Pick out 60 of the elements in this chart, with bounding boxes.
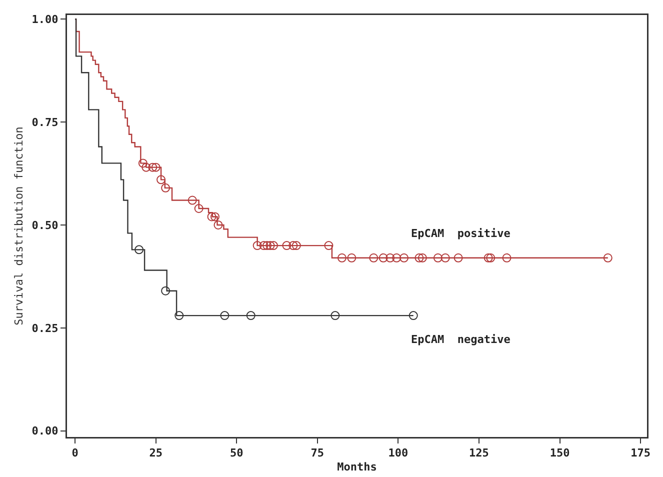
point	[161, 183, 170, 192]
point	[161, 286, 170, 296]
y-tick-label: 0.25	[32, 322, 58, 335]
point	[194, 204, 204, 213]
point	[414, 253, 424, 262]
point	[262, 241, 272, 250]
point	[484, 253, 493, 262]
point	[156, 175, 166, 184]
x-tick-label: 100	[388, 446, 408, 460]
point	[268, 241, 278, 250]
x-tick-label: 150	[550, 446, 570, 460]
series-label: EpCAM negative	[411, 333, 511, 346]
point	[220, 311, 230, 320]
point	[207, 212, 216, 222]
series-label: EpCAM positive	[411, 227, 511, 240]
point	[337, 253, 346, 262]
point	[282, 241, 292, 250]
point	[433, 253, 442, 262]
point	[418, 253, 427, 262]
point	[138, 158, 148, 168]
point	[246, 311, 256, 320]
point	[347, 253, 356, 262]
point	[454, 253, 463, 262]
point	[134, 245, 144, 254]
point	[386, 253, 395, 262]
point	[188, 196, 197, 205]
x-tick-label: 25	[149, 446, 162, 460]
point	[292, 241, 301, 250]
point	[486, 253, 496, 262]
point	[252, 241, 262, 250]
x-tick-label: 50	[230, 446, 244, 460]
point	[288, 241, 298, 250]
point	[266, 241, 275, 250]
point	[259, 241, 268, 250]
point	[378, 253, 388, 262]
y-tick-label: 1.00	[32, 12, 58, 26]
x-tick-label: 175	[630, 446, 650, 460]
x-tick-label: 75	[310, 446, 324, 460]
point	[369, 253, 378, 262]
point	[214, 220, 223, 230]
point	[210, 212, 220, 222]
point	[392, 253, 402, 262]
y-axis-title: Survival distribution function	[12, 126, 26, 326]
point	[148, 162, 158, 172]
x-tick-label: 0	[72, 446, 78, 460]
x-tick-label: 125	[469, 446, 489, 460]
point	[603, 253, 612, 262]
x-axis-title: Months	[337, 460, 377, 474]
point	[408, 311, 418, 320]
point	[502, 253, 512, 262]
point	[151, 162, 160, 172]
point	[324, 241, 334, 250]
point	[440, 253, 450, 262]
point	[142, 162, 151, 172]
y-tick-label: 0.00	[32, 424, 58, 438]
y-tick-label: 0.50	[32, 218, 58, 232]
point	[174, 311, 184, 320]
y-tick-label: 0.75	[32, 116, 58, 129]
point	[330, 311, 340, 320]
point	[400, 253, 409, 262]
